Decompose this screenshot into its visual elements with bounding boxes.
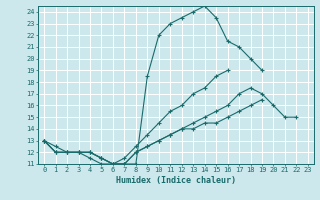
X-axis label: Humidex (Indice chaleur): Humidex (Indice chaleur) [116,176,236,185]
